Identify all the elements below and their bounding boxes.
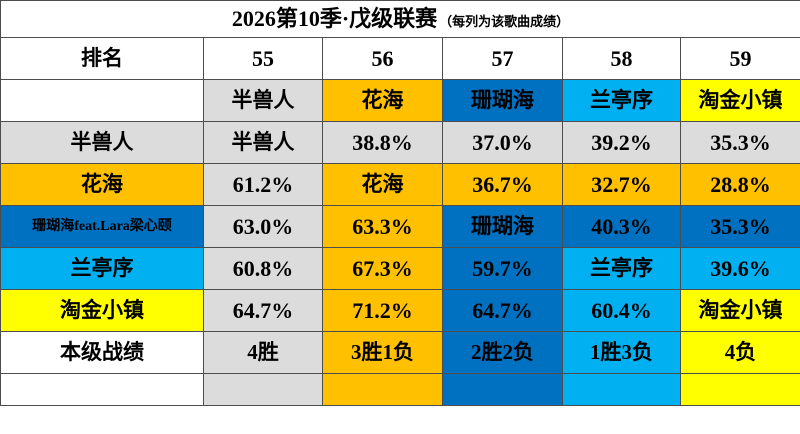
score-cell: 60.8%: [203, 247, 323, 290]
score-cell: 39.2%: [562, 121, 681, 164]
table-row-banshouren: 半兽人 半兽人 38.8% 37.0% 39.2% 35.3%: [0, 121, 800, 164]
footer-empty-cell: [0, 373, 204, 406]
results-matrix: 2026第10季·戊级联赛 （每列为该歌曲成绩） 排名 55 56 57 58 5…: [0, 0, 800, 406]
title-row: 2026第10季·戊级联赛 （每列为该歌曲成绩）: [0, 0, 800, 38]
league-results-table: 2026第10季·戊级联赛 （每列为该歌曲成绩） 排名 55 56 57 58 5…: [0, 0, 800, 406]
rank-header-row: 排名 55 56 57 58 59: [0, 37, 800, 80]
score-cell: 67.3%: [322, 247, 443, 290]
page-title: 2026第10季·戊级联赛: [231, 6, 438, 31]
row-label-cell: 花海: [0, 163, 204, 206]
footer-color-cell: [203, 373, 323, 406]
rank-column-55: 55: [203, 37, 323, 80]
score-cell: 37.0%: [442, 121, 563, 164]
record-cell: 4胜: [203, 331, 323, 374]
table-row-huahai: 花海 61.2% 花海 36.7% 32.7% 28.8%: [0, 163, 800, 206]
rank-column-59: 59: [679, 37, 800, 80]
rank-column-57: 57: [442, 37, 563, 80]
score-cell: 64.7%: [203, 289, 323, 332]
footer-color-cell: [562, 373, 681, 406]
record-cell: 2胜2负: [442, 331, 563, 374]
song-name-cell: 兰亭序: [562, 247, 681, 290]
score-cell: 63.3%: [322, 205, 443, 248]
row-label-cell: 珊瑚海feat.Lara梁心颐: [0, 205, 204, 248]
song-name-cell: 珊瑚海: [442, 205, 563, 248]
score-cell: 35.3%: [679, 121, 800, 164]
score-cell: 40.3%: [562, 205, 681, 248]
song-name-cell: 淘金小镇: [679, 289, 800, 332]
song-name-cell: 半兽人: [203, 121, 323, 164]
score-cell: 39.6%: [679, 247, 800, 290]
score-cell: 63.0%: [203, 205, 323, 248]
rank-column-56: 56: [322, 37, 443, 80]
song-header-cell: 花海: [322, 79, 443, 122]
score-cell: 71.2%: [322, 289, 443, 332]
record-cell: 3胜1负: [322, 331, 443, 374]
score-cell: 38.8%: [322, 121, 443, 164]
page-subtitle: （每列为该歌曲成绩）: [439, 14, 570, 29]
song-name-cell: 花海: [322, 163, 443, 206]
footer-color-cell: [679, 373, 800, 406]
score-cell: 36.7%: [442, 163, 563, 206]
rank-column-58: 58: [562, 37, 681, 80]
row-label-cell: 兰亭序: [0, 247, 204, 290]
footer-color-row: [0, 373, 800, 406]
score-cell: 59.7%: [442, 247, 563, 290]
row-label-cell: 淘金小镇: [0, 289, 204, 332]
score-cell: 35.3%: [679, 205, 800, 248]
record-cell: 1胜3负: [562, 331, 681, 374]
table-row-lantingxu: 兰亭序 60.8% 67.3% 59.7% 兰亭序 39.6%: [0, 247, 800, 290]
score-cell: 64.7%: [442, 289, 563, 332]
table-row-shanhuhai: 珊瑚海feat.Lara梁心颐 63.0% 63.3% 珊瑚海 40.3% 35…: [0, 205, 800, 248]
corner-empty-cell: [0, 79, 204, 122]
record-row: 本级战绩 4胜 3胜1负 2胜2负 1胜3负 4负: [0, 331, 800, 374]
song-header-cell: 淘金小镇: [679, 79, 800, 122]
song-header-cell: 兰亭序: [562, 79, 681, 122]
record-cell: 4负: [679, 331, 800, 374]
table-row-taojinxiaozhen: 淘金小镇 64.7% 71.2% 64.7% 60.4% 淘金小镇: [0, 289, 800, 332]
record-label-cell: 本级战绩: [0, 331, 204, 374]
rank-label-cell: 排名: [0, 37, 204, 80]
song-header-cell: 半兽人: [203, 79, 323, 122]
row-label-cell: 半兽人: [0, 121, 204, 164]
score-cell: 60.4%: [562, 289, 681, 332]
song-header-row: 半兽人 花海 珊瑚海 兰亭序 淘金小镇: [0, 79, 800, 122]
score-cell: 32.7%: [562, 163, 681, 206]
footer-color-cell: [322, 373, 443, 406]
score-cell: 28.8%: [679, 163, 800, 206]
score-cell: 61.2%: [203, 163, 323, 206]
song-header-cell: 珊瑚海: [442, 79, 563, 122]
footer-color-cell: [442, 373, 563, 406]
table-title-cell: 2026第10季·戊级联赛 （每列为该歌曲成绩）: [0, 0, 800, 38]
